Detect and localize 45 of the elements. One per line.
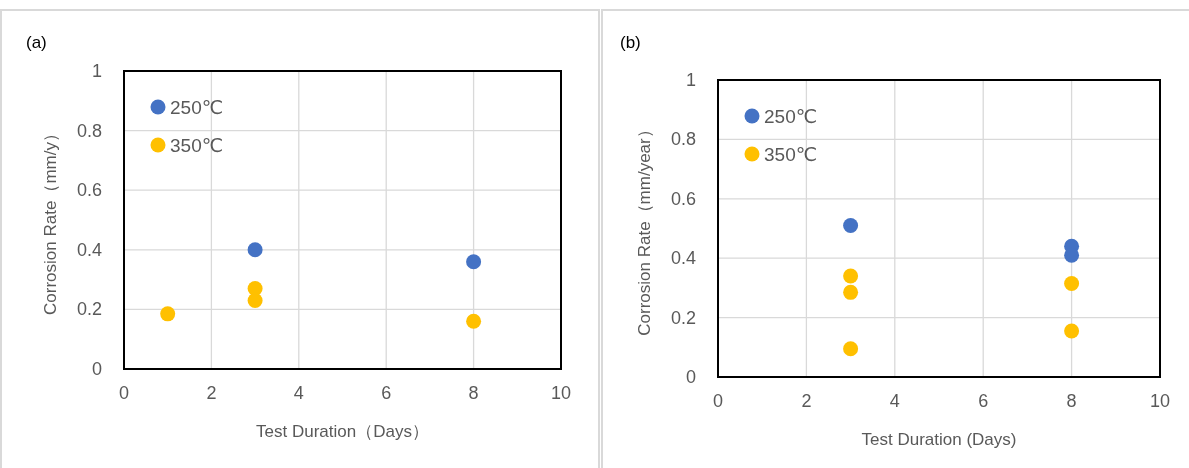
point xyxy=(466,254,482,270)
y-tick-label: 0 xyxy=(685,367,696,387)
x-tick-label: 4 xyxy=(293,383,304,403)
point xyxy=(1064,275,1080,291)
y-tick-label: 0.6 xyxy=(670,188,696,209)
x-tick-label: 2 xyxy=(801,391,812,411)
point xyxy=(466,313,482,329)
x-tick-label: 0 xyxy=(712,391,724,411)
x-tick-label: 2 xyxy=(206,383,217,403)
point xyxy=(247,292,263,308)
point xyxy=(843,268,859,284)
legend-label: 250℃ xyxy=(170,97,224,118)
y-tick-label: 0.2 xyxy=(670,307,696,328)
x-tick-label: 10 xyxy=(1149,391,1171,411)
point xyxy=(247,242,263,258)
y-tick-label: 0.2 xyxy=(76,299,102,320)
point xyxy=(843,341,859,357)
x-tick-label: 10 xyxy=(550,383,572,403)
y-tick-label: 1 xyxy=(91,61,102,81)
chart-title: (b) xyxy=(620,33,641,52)
y-tick-label: 0.8 xyxy=(76,120,102,141)
legend-label: 250℃ xyxy=(764,106,818,127)
x-tick-label: 8 xyxy=(468,383,479,403)
legend-label: 350℃ xyxy=(170,135,224,156)
x-axis-title: Test Duration (Days) xyxy=(861,430,1017,449)
y-tick-label: 0.6 xyxy=(76,180,102,201)
point xyxy=(843,218,859,234)
legend-label: 350℃ xyxy=(764,144,818,165)
chart-title: (a) xyxy=(26,33,47,52)
x-tick-label: 8 xyxy=(1066,391,1077,411)
y-tick-label: 0.4 xyxy=(670,248,696,269)
y-axis-title: Corrosion Rate（mm/year） xyxy=(635,121,654,336)
y-tick-label: 0.8 xyxy=(670,129,696,150)
x-tick-label: 6 xyxy=(978,391,989,411)
x-tick-label: 6 xyxy=(381,383,392,403)
y-tick-label: 1 xyxy=(685,70,696,90)
x-tick-label: 0 xyxy=(118,383,130,403)
point xyxy=(843,284,859,300)
y-tick-label: 0 xyxy=(91,359,102,379)
y-tick-label: 0.4 xyxy=(76,239,102,260)
y-axis-title: Corrosion Rate（mm/y） xyxy=(41,125,60,315)
x-tick-label: 4 xyxy=(889,391,900,411)
point xyxy=(1064,323,1080,339)
point xyxy=(160,306,176,322)
x-axis-title: Test Duration（Days） xyxy=(256,422,429,441)
